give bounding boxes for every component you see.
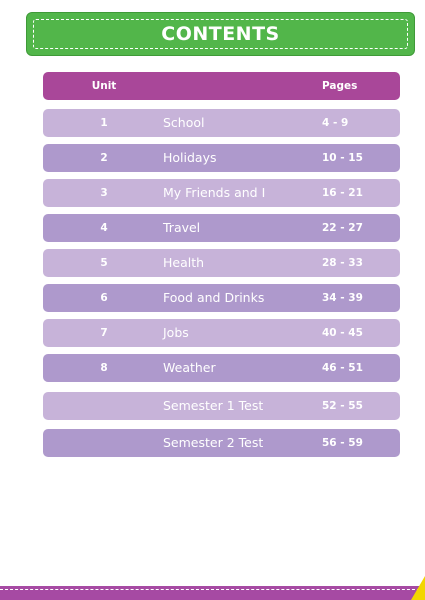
footer-band — [0, 586, 425, 600]
row-topic: Food and Drinks — [163, 290, 265, 305]
row-topic: My Friends and I — [163, 185, 266, 200]
row-unit: 2 — [100, 152, 108, 164]
row-pages: 52 - 55 — [322, 400, 363, 412]
table-row: Semester 1 Test 52 - 55 — [43, 392, 400, 420]
header-unit: Unit — [91, 80, 117, 92]
table-row: 3 My Friends and I 16 - 21 — [43, 179, 400, 207]
row-pages: 40 - 45 — [322, 327, 363, 339]
row-unit: 8 — [100, 362, 108, 374]
table-row: 6 Food and Drinks 34 - 39 — [43, 284, 400, 312]
row-pages: 28 - 33 — [322, 257, 363, 269]
row-unit: 3 — [100, 187, 108, 199]
table-row: 7 Jobs 40 - 45 — [43, 319, 400, 347]
table-row: 1 School 4 - 9 — [43, 109, 400, 137]
table-row: 5 Health 28 - 33 — [43, 249, 400, 277]
table-row: 8 Weather 46 - 51 — [43, 354, 400, 382]
table-row: 4 Travel 22 - 27 — [43, 214, 400, 242]
header-pages: Pages — [322, 80, 358, 92]
corner-tab — [411, 576, 425, 600]
row-topic: Travel — [163, 220, 201, 235]
row-pages: 4 - 9 — [322, 117, 349, 129]
row-unit: 7 — [100, 327, 108, 339]
footer-dashed-line — [0, 589, 425, 590]
row-unit: 4 — [100, 222, 108, 234]
row-pages: 46 - 51 — [322, 362, 363, 374]
row-topic: School — [163, 115, 205, 130]
page-title: CONTENTS — [161, 23, 280, 45]
row-unit: 5 — [100, 257, 108, 269]
row-pages: 10 - 15 — [322, 152, 363, 164]
row-topic: Health — [163, 255, 205, 270]
row-pages: 34 - 39 — [322, 292, 363, 304]
row-pages: 22 - 27 — [322, 222, 363, 234]
row-topic: Semester 1 Test — [163, 398, 264, 413]
row-pages: 56 - 59 — [322, 437, 363, 449]
contents-title-banner: CONTENTS — [26, 12, 415, 56]
table-row: Semester 2 Test 56 - 59 — [43, 429, 400, 457]
row-topic: Weather — [163, 360, 216, 375]
banner-dashed-border — [33, 19, 408, 49]
table-header-row: Unit Pages — [43, 72, 400, 100]
row-pages: 16 - 21 — [322, 187, 363, 199]
row-topic: Semester 2 Test — [163, 435, 264, 450]
row-unit: 1 — [100, 117, 108, 129]
row-topic: Jobs — [163, 325, 189, 340]
table-row: 2 Holidays 10 - 15 — [43, 144, 400, 172]
row-unit: 6 — [100, 292, 108, 304]
row-topic: Holidays — [163, 150, 217, 165]
